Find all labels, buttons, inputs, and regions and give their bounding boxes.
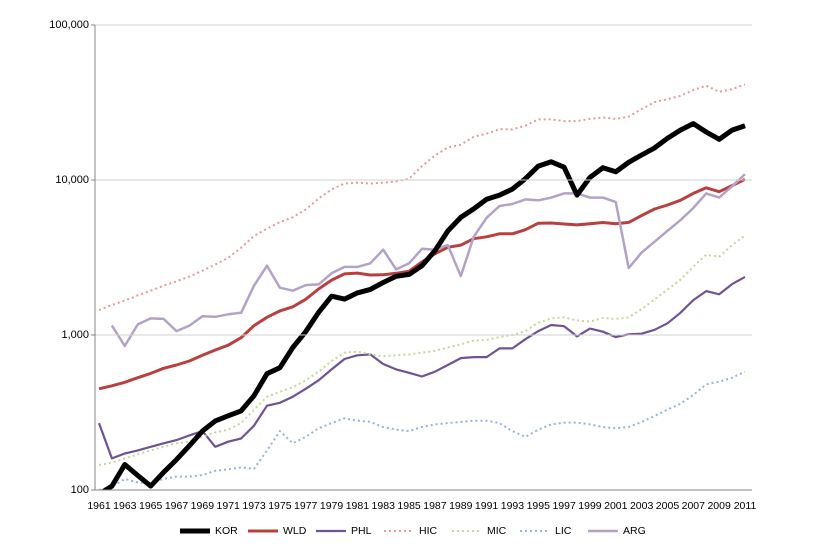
plot-area <box>97 83 746 490</box>
y-tick-label: 100,000 <box>49 19 89 31</box>
series-line <box>98 83 746 311</box>
x-tick-label: 2009 <box>707 500 731 512</box>
series-line <box>100 121 746 490</box>
x-tick-label: 1973 <box>242 500 266 512</box>
y-tick-label: 10,000 <box>55 174 89 186</box>
legend-label: PHL <box>351 525 372 537</box>
x-tick-label: 2001 <box>604 500 628 512</box>
x-tick-label: 1993 <box>501 500 525 512</box>
x-tick-label: 1963 <box>113 500 137 512</box>
x-tick-label: 1967 <box>165 500 189 512</box>
y-tick-label: 1,000 <box>61 329 89 341</box>
x-tick-label: 1997 <box>552 500 576 512</box>
x-tick-label: 1977 <box>294 500 318 512</box>
x-tick-label: 2003 <box>630 500 654 512</box>
x-tick-label: 1981 <box>346 500 370 512</box>
x-tick-label: 1999 <box>578 500 602 512</box>
legend-label: WLD <box>283 525 307 537</box>
series-line <box>98 370 746 490</box>
series-line <box>98 177 746 391</box>
series-line <box>98 234 746 466</box>
x-tick-label: 2011 <box>734 500 757 512</box>
x-tick-label: 1991 <box>475 500 499 512</box>
x-tick-label: 1995 <box>527 500 551 512</box>
legend-label: MIC <box>487 525 507 537</box>
x-tick-label: 2007 <box>682 500 706 512</box>
x-tick-label: 2005 <box>656 500 680 512</box>
legend-label: KOR <box>215 525 238 537</box>
x-tick-label: 1987 <box>423 500 447 512</box>
x-tick-label: 1961 <box>87 500 111 512</box>
x-tick-label: 1965 <box>139 500 163 512</box>
y-tick-label: 100 <box>71 484 89 496</box>
x-tick-label: 1969 <box>191 500 215 512</box>
legend-label: ARG <box>623 525 646 537</box>
legend-label: LIC <box>555 525 572 537</box>
x-tick-label: 1983 <box>372 500 396 512</box>
legend-label: HIC <box>419 525 438 537</box>
series-line <box>110 173 746 348</box>
x-tick-label: 1985 <box>397 500 421 512</box>
x-tick-label: 1989 <box>449 500 473 512</box>
x-tick-label: 1979 <box>320 500 344 512</box>
x-tick-label: 1975 <box>268 500 292 512</box>
x-tick-label: 1971 <box>217 500 241 512</box>
